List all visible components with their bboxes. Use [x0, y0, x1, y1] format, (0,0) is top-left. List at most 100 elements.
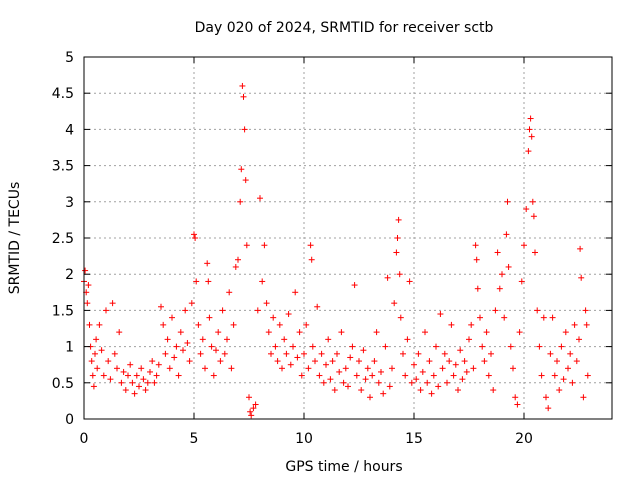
data-point [404, 336, 411, 343]
data-point [232, 263, 239, 270]
data-point [261, 242, 268, 249]
data-point [375, 379, 382, 386]
data-point [224, 336, 230, 343]
data-point [100, 372, 107, 379]
data-point [228, 365, 235, 372]
data-point [294, 354, 301, 361]
data-point [373, 329, 380, 336]
data-point [547, 350, 554, 357]
data-point [360, 347, 367, 354]
data-point [501, 314, 508, 321]
data-point [340, 379, 347, 386]
data-point [109, 300, 116, 307]
data-point [510, 365, 516, 372]
data-point [287, 361, 294, 368]
data-point [470, 365, 477, 372]
data-point [532, 249, 538, 256]
data-point [250, 405, 257, 412]
data-point [210, 372, 217, 379]
data-point [397, 314, 404, 321]
data-point [394, 235, 401, 241]
data-point [239, 82, 246, 89]
data-point [241, 126, 248, 133]
data-point [217, 358, 224, 365]
data-point [562, 329, 569, 336]
data-point [523, 206, 530, 213]
data-point [384, 274, 391, 281]
data-point [369, 372, 376, 379]
data-point [371, 358, 378, 365]
data-point [180, 347, 186, 354]
data-point [364, 365, 371, 372]
y-tick-label: 1 [65, 340, 74, 356]
x-tick-label: 0 [80, 431, 89, 447]
data-point [441, 350, 448, 357]
grid-lines [84, 57, 612, 419]
data-point [468, 321, 475, 328]
data-point [580, 394, 587, 401]
data-point [496, 285, 503, 292]
data-point [125, 372, 131, 379]
data-point [488, 350, 494, 357]
data-point [226, 289, 233, 296]
data-point [88, 358, 95, 365]
data-point [336, 368, 343, 375]
data-point [122, 387, 129, 394]
data-point [331, 387, 338, 394]
data-point [279, 365, 285, 372]
data-point [166, 365, 173, 372]
data-point [129, 379, 136, 386]
data-point [415, 350, 422, 357]
data-point [283, 350, 290, 357]
data-point [199, 336, 206, 343]
data-point [406, 278, 413, 285]
data-point [268, 350, 274, 357]
data-point [247, 408, 254, 415]
data-point [138, 365, 145, 372]
x-tick-label: 5 [190, 431, 199, 447]
data-point [259, 278, 266, 285]
data-point [316, 372, 323, 379]
data-point [155, 361, 162, 368]
data-point [107, 376, 114, 383]
data-point [290, 343, 296, 350]
y-axis-label: SRMTID / TECUs [7, 182, 23, 295]
data-point [428, 390, 435, 397]
data-point [325, 336, 332, 343]
data-point [554, 358, 560, 365]
y-tick-label: 0.5 [52, 376, 74, 392]
data-point [569, 379, 576, 386]
data-point [149, 358, 156, 365]
data-point [483, 329, 490, 336]
y-tick-label: 4 [65, 122, 74, 138]
data-point [281, 336, 288, 343]
data-point [457, 347, 464, 354]
data-point [197, 350, 204, 357]
data-point [158, 303, 164, 310]
data-points [81, 82, 591, 419]
data-point [334, 350, 340, 357]
data-point [525, 148, 532, 155]
data-point [323, 361, 329, 368]
data-point [307, 242, 314, 249]
data-point [208, 343, 215, 350]
data-point [237, 198, 244, 205]
data-point [490, 387, 497, 394]
data-point [147, 368, 153, 375]
data-point [433, 343, 439, 350]
data-point [193, 278, 200, 285]
data-point [391, 300, 398, 307]
data-point [192, 235, 199, 241]
data-point [560, 376, 567, 383]
data-point [351, 282, 358, 289]
data-point [296, 329, 303, 336]
data-point [345, 383, 351, 390]
data-point [402, 372, 409, 379]
data-point [459, 376, 466, 383]
data-point [252, 401, 259, 408]
data-point [347, 354, 354, 361]
data-point [516, 329, 523, 336]
x-tick-label: 15 [405, 431, 423, 447]
data-point [92, 350, 98, 357]
